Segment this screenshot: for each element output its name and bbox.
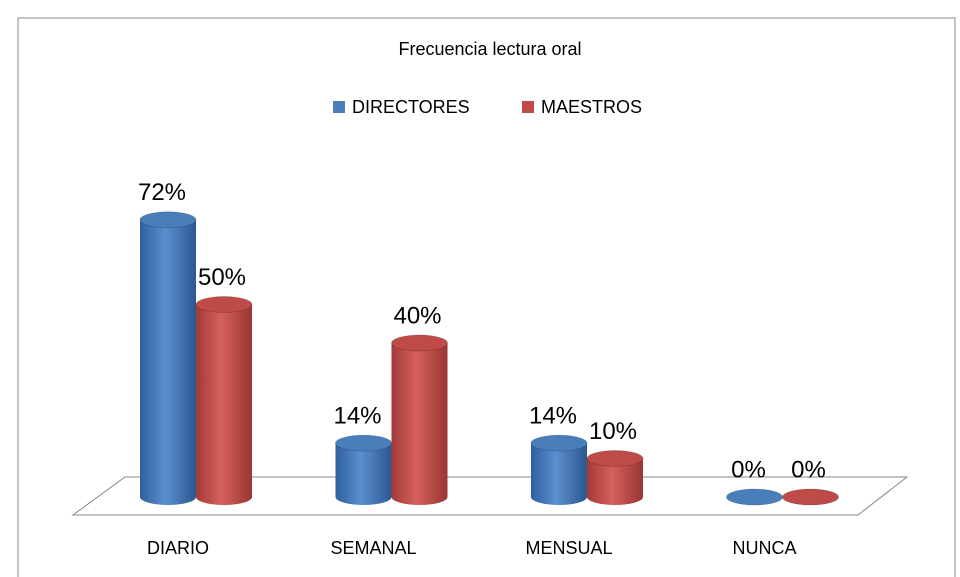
bar-body <box>335 443 392 505</box>
bar-top <box>391 334 448 352</box>
bar-top <box>335 434 392 452</box>
x-tick-label: DIARIO <box>147 538 209 558</box>
floor <box>71 476 909 516</box>
legend-swatch <box>333 101 345 113</box>
bar-top <box>782 488 839 506</box>
bar-top <box>530 434 588 452</box>
data-label: 72% <box>138 179 186 206</box>
bar <box>782 488 839 506</box>
data-label: 40% <box>393 302 441 329</box>
data-label: 10% <box>589 418 637 445</box>
bar-top <box>586 450 644 467</box>
bar <box>530 434 588 505</box>
bar-top <box>139 211 197 229</box>
x-tick-label: NUNCA <box>732 538 796 558</box>
legend-label: MAESTROS <box>541 97 642 117</box>
x-tick-label: MENSUAL <box>525 538 612 558</box>
x-tick-label: SEMANAL <box>330 538 416 558</box>
legend-label: DIRECTORES <box>352 97 470 117</box>
chart-title: Frecuencia lectura oral <box>398 39 581 59</box>
bar-body <box>391 343 448 505</box>
bar-body <box>196 304 252 505</box>
bar <box>195 296 253 505</box>
bar-body <box>587 458 643 505</box>
bar <box>139 211 197 506</box>
bar <box>335 434 392 505</box>
legend-swatch <box>522 101 534 113</box>
bar <box>391 334 448 505</box>
bar <box>726 488 783 506</box>
bar <box>586 450 644 505</box>
data-label: 0% <box>791 456 826 483</box>
data-label: 14% <box>529 402 577 429</box>
bar-body <box>531 443 587 505</box>
bar-body <box>140 219 196 506</box>
data-label: 50% <box>198 264 246 291</box>
bar-top <box>726 488 783 506</box>
bar-top <box>195 296 253 313</box>
data-label: 0% <box>731 456 766 483</box>
chart-border <box>17 17 956 577</box>
data-label: 14% <box>333 402 381 429</box>
